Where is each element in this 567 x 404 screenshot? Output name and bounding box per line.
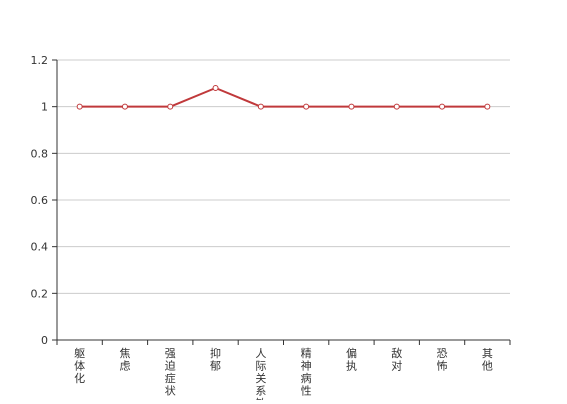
y-tick-label: 0.8: [31, 147, 49, 160]
x-tick-label: 强迫症状: [165, 347, 176, 398]
y-tick-label: 1: [41, 101, 48, 114]
data-point: [484, 103, 491, 110]
data-point: [393, 103, 400, 110]
x-tick-label: 人际关系敏感: [255, 347, 266, 400]
data-point: [303, 103, 310, 110]
x-tick-label: 其他: [482, 347, 493, 373]
y-tick-label: 0.4: [31, 241, 49, 254]
y-tick-labels: 0 0.2 0.4 0.6 0.8 1 1.2: [31, 54, 49, 347]
data-point: [167, 103, 174, 110]
y-tick-label: 0.6: [31, 194, 49, 207]
data-point: [212, 85, 219, 91]
y-tick-label: 0.2: [31, 287, 49, 300]
series-line: [79, 87, 488, 108]
x-tick-label: 焦虑: [119, 347, 130, 373]
x-tick-label: 躯体化: [74, 347, 85, 385]
x-tick-label: 恐怖: [437, 347, 448, 373]
series-layer: [76, 85, 491, 110]
x-tick-label: 偏执: [346, 346, 357, 373]
data-point: [257, 103, 264, 110]
data-point: [439, 103, 446, 110]
y-tick-label: 1.2: [31, 54, 49, 67]
x-tick-labels: 躯体化 焦虑 强迫症状 抑郁 人际关系敏感 精神病性 偏执 敌对 恐怖 其他: [74, 346, 493, 404]
x-tick-label: 精神病性: [301, 347, 312, 398]
x-tick-label: 抑郁: [210, 346, 221, 373]
data-point: [121, 103, 128, 110]
y-tick-label: 0: [41, 334, 48, 347]
axes: [52, 59, 511, 345]
data-point: [348, 103, 355, 110]
data-point: [76, 103, 83, 110]
x-tick-label: 敌对: [391, 346, 402, 373]
grid-lines: [57, 59, 510, 294]
